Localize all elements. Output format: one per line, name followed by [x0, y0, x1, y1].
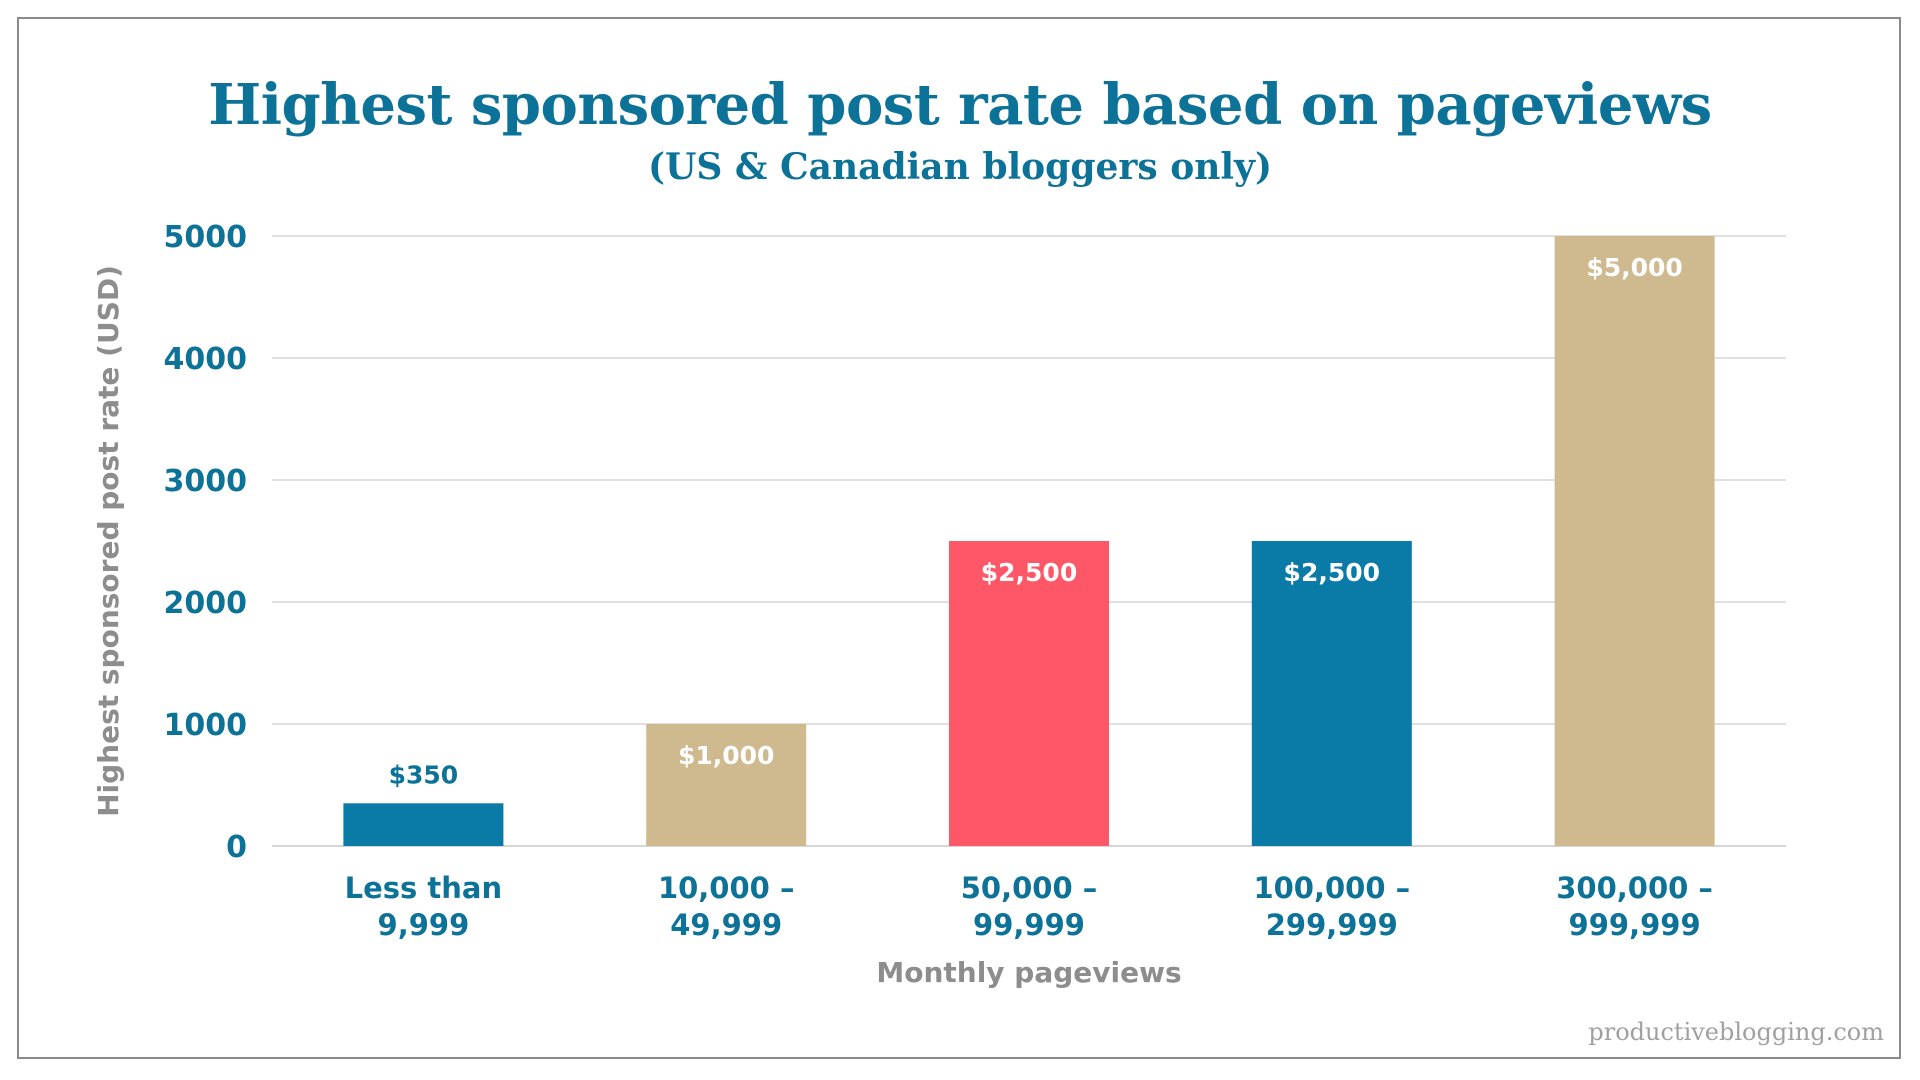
y-tick-label: 3000: [164, 464, 248, 499]
x-tick-label-1: Less than: [345, 871, 503, 905]
data-label-5: $5,000: [1586, 253, 1682, 282]
x-tick-label-2: 10,000 –: [658, 871, 795, 905]
bar-1: [343, 803, 504, 846]
chart-subtitle: (US & Canadian bloggers only): [647, 146, 1273, 188]
watermark: productiveblogging.com: [1588, 1018, 1884, 1046]
y-axis-title: Highest sponsored post rate (USD): [92, 265, 125, 817]
data-label-2: $1,000: [678, 741, 774, 770]
chart-title: Highest sponsored post rate based on pag…: [208, 72, 1712, 138]
bar-5: [1554, 236, 1715, 846]
x-tick-label-4: 299,999: [1266, 908, 1398, 942]
data-label-3: $2,500: [981, 558, 1077, 587]
bar-4: [1251, 541, 1412, 846]
y-tick-label: 2000: [164, 586, 248, 621]
x-tick-label-3: 50,000 –: [961, 871, 1098, 905]
x-tick-label-4: 100,000 –: [1253, 871, 1410, 905]
bar-3: [949, 541, 1109, 846]
x-tick-label-5: 300,000 –: [1556, 871, 1713, 905]
data-label-1: $350: [389, 760, 459, 789]
y-tick-label: 5000: [164, 220, 248, 255]
x-axis-title: Monthly pageviews: [876, 956, 1181, 989]
x-tick-label-3: 99,999: [973, 908, 1085, 942]
y-tick-label: 4000: [164, 342, 248, 377]
x-tick-label-1: 9,999: [378, 908, 470, 942]
bar-2: [646, 724, 807, 846]
x-tick-label-2: 49,999: [670, 908, 782, 942]
y-tick-label: 1000: [164, 708, 248, 743]
y-tick-label: 0: [226, 830, 247, 865]
data-label-4: $2,500: [1284, 558, 1380, 587]
x-tick-label-5: 999,999: [1569, 908, 1701, 942]
